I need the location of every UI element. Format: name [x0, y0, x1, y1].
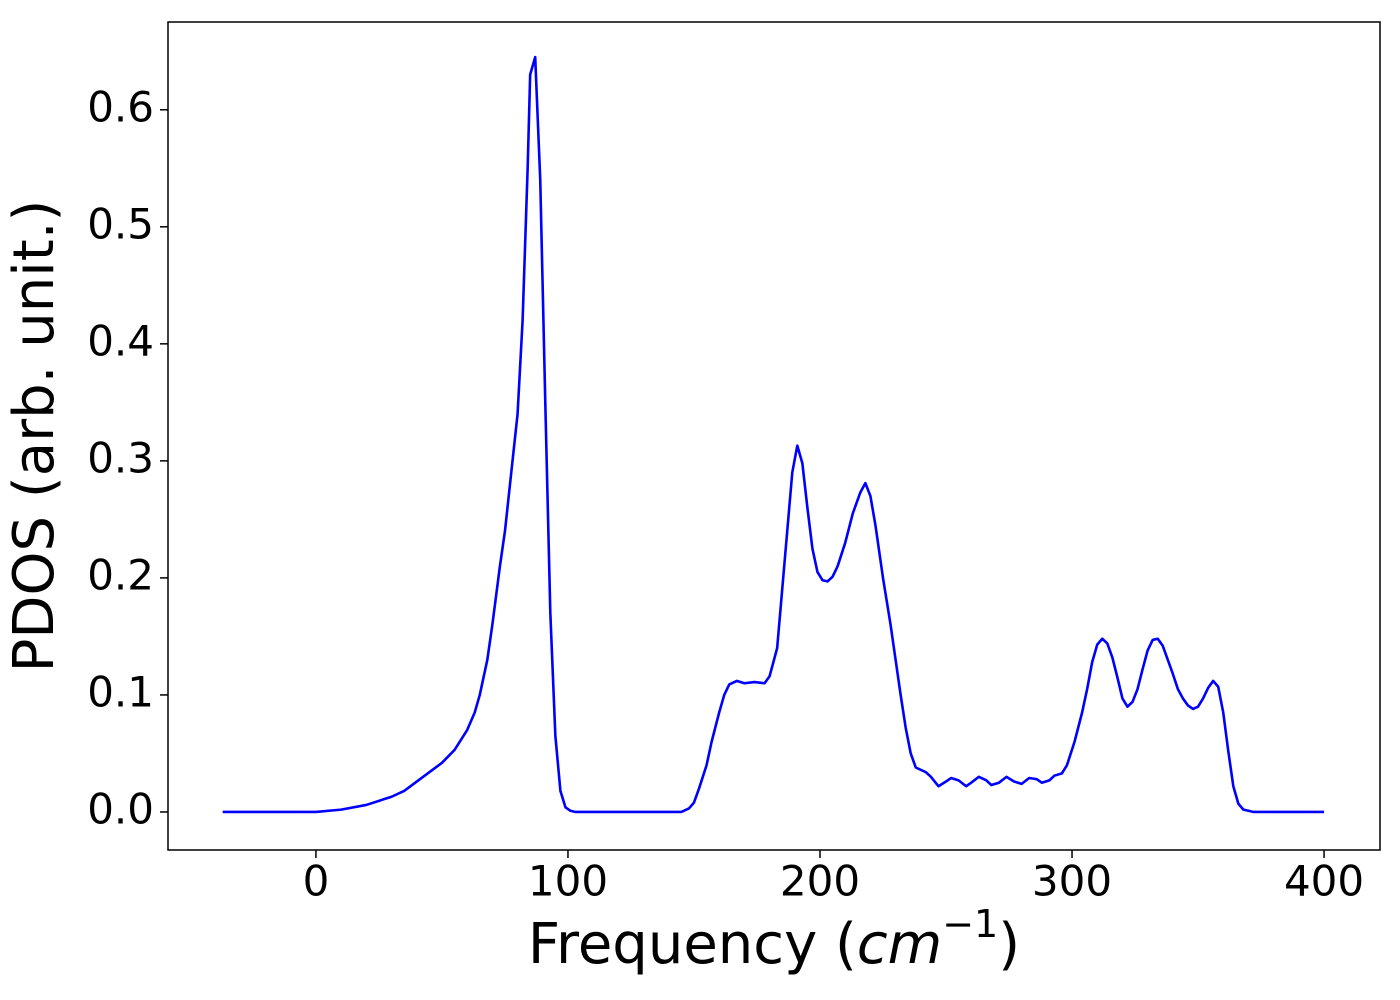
- y-tick-label: 0.2: [87, 550, 154, 599]
- x-tick-label: 200: [780, 857, 860, 906]
- plot-frame: [167, 21, 1381, 851]
- y-tick-label: 0.0: [87, 784, 154, 833]
- y-tick-label: 0.1: [87, 667, 154, 716]
- x-tick-label: 0: [303, 857, 330, 906]
- y-tick-label: 0.3: [87, 433, 154, 482]
- x-axis-label: Frequency (cm−1): [528, 902, 1020, 978]
- y-axis-label: PDOS (arb. unit.): [2, 200, 67, 673]
- x-axis-label-part: −1: [942, 902, 998, 946]
- x-tick-label: 400: [1284, 857, 1364, 906]
- y-tick-label: 0.6: [87, 82, 154, 131]
- x-axis-label-part: cm: [857, 912, 942, 977]
- x-axis-label-part: Frequency (: [528, 912, 857, 977]
- y-tick-label: 0.4: [87, 316, 154, 365]
- data-line: [222, 55, 1325, 814]
- x-tick-label: 300: [1032, 857, 1112, 906]
- x-axis-label-part: ): [998, 912, 1020, 977]
- y-tick-label: 0.5: [87, 199, 154, 248]
- x-tick-label: 100: [528, 857, 608, 906]
